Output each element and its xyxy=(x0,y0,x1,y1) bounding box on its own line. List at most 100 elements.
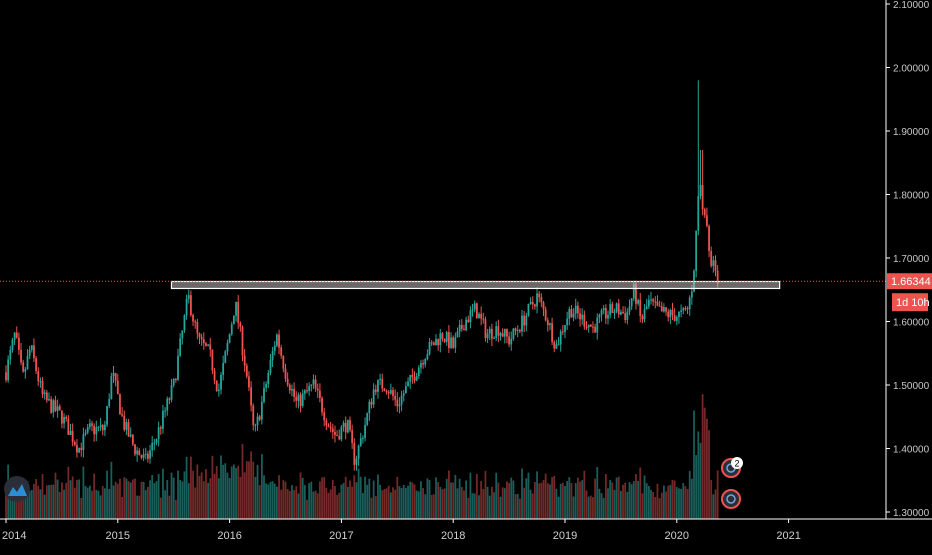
volume-bar xyxy=(669,484,672,519)
volume-bar xyxy=(136,495,139,519)
candle-body xyxy=(424,359,427,365)
candle-body xyxy=(52,400,55,413)
candle-body xyxy=(577,305,579,314)
candle-body xyxy=(93,425,96,435)
candle-body xyxy=(583,314,586,327)
candle-body xyxy=(624,313,627,321)
volume-bar xyxy=(650,489,652,519)
candle-body xyxy=(478,313,480,319)
candle-body xyxy=(613,311,616,313)
volume-bar xyxy=(716,470,719,519)
candle-body xyxy=(566,318,569,326)
candle-body xyxy=(250,387,252,406)
volume-bar xyxy=(217,478,220,519)
candle-body xyxy=(41,380,44,395)
candle-body xyxy=(415,376,418,381)
y-axis-labels: 1.30000 1.40000 1.50000 1.60000 1.70000 1.800… xyxy=(886,0,930,519)
candle-body xyxy=(516,330,519,332)
event-badge-upper[interactable]: 2 xyxy=(721,457,743,478)
volume-bar xyxy=(673,480,676,519)
volume-bar xyxy=(168,495,171,519)
candle-body xyxy=(589,324,592,327)
candle-body xyxy=(278,334,280,348)
candle-body xyxy=(680,310,682,312)
candle-body xyxy=(174,379,177,381)
candle-body xyxy=(647,299,650,307)
volume-bar xyxy=(269,481,272,519)
candle-body xyxy=(456,331,459,338)
volume-bar xyxy=(389,492,392,519)
candle-body xyxy=(207,344,209,346)
volume-bar xyxy=(119,478,121,519)
volume-bar xyxy=(656,483,659,519)
volume-bar xyxy=(198,475,201,519)
candle-body xyxy=(136,450,139,455)
volume-bar xyxy=(484,470,487,519)
volume-bar xyxy=(553,475,556,519)
volume-bar xyxy=(185,456,188,519)
volume-bar xyxy=(56,479,59,519)
volume-bar xyxy=(699,442,702,519)
volume-bar xyxy=(555,488,558,519)
volume-bar xyxy=(5,488,7,519)
candle-body xyxy=(43,392,46,395)
volume-bar xyxy=(243,472,246,519)
candle-body xyxy=(323,412,326,421)
volume-bar xyxy=(480,481,483,519)
volume-bar xyxy=(95,489,98,519)
volume-bar xyxy=(265,483,268,519)
candle-body xyxy=(142,454,145,458)
volume-bar xyxy=(708,430,710,519)
volume-bar xyxy=(497,482,500,519)
volume-bar xyxy=(226,472,229,519)
candle-body xyxy=(286,378,289,385)
candle-body xyxy=(202,339,205,344)
tradingview-logo[interactable] xyxy=(4,476,30,502)
volume-bar xyxy=(312,491,315,519)
volume-bar xyxy=(531,493,534,519)
candle-body xyxy=(166,398,169,411)
candle-body xyxy=(114,373,117,381)
candle-body xyxy=(340,426,343,440)
y-tick-label: 2.00000 xyxy=(893,64,930,75)
volume-bar xyxy=(529,489,532,519)
volume-bar xyxy=(364,476,366,519)
candle-body xyxy=(50,399,53,413)
candle-body xyxy=(688,297,691,310)
volume-bar xyxy=(71,476,74,519)
volume-bar xyxy=(286,488,289,519)
resistance-zone-rect[interactable] xyxy=(170,280,781,290)
volume-bar xyxy=(129,482,132,519)
event-badge-lower[interactable] xyxy=(721,489,741,509)
volume-bar xyxy=(415,490,418,519)
last-price-badge: 1.66344 1d 10h xyxy=(887,273,932,312)
volume-bar xyxy=(680,488,682,519)
candle-body xyxy=(383,388,386,391)
candle-body xyxy=(656,301,659,306)
volume-bar xyxy=(488,495,491,519)
volume-bar xyxy=(370,497,373,519)
candle-body xyxy=(73,442,76,445)
candle-body xyxy=(312,379,315,385)
volume-bar xyxy=(327,492,330,519)
candle-body xyxy=(295,396,298,401)
volume-bar xyxy=(172,477,175,519)
candle-body xyxy=(5,372,7,381)
volume-bar xyxy=(88,485,91,519)
candle-body xyxy=(293,388,295,397)
candle-body xyxy=(710,251,713,266)
volume-bar xyxy=(441,489,444,519)
candle-body xyxy=(84,432,87,435)
volume-bar xyxy=(482,488,485,519)
volume-bar xyxy=(288,491,291,519)
candle-body xyxy=(671,309,674,316)
volume-bar xyxy=(123,477,126,519)
volume-bar xyxy=(690,478,693,519)
candle-body xyxy=(258,416,261,420)
volume-bar xyxy=(106,470,108,519)
resistance-zone[interactable] xyxy=(170,280,781,290)
volume-bar xyxy=(630,484,633,519)
volume-bar xyxy=(355,482,358,519)
